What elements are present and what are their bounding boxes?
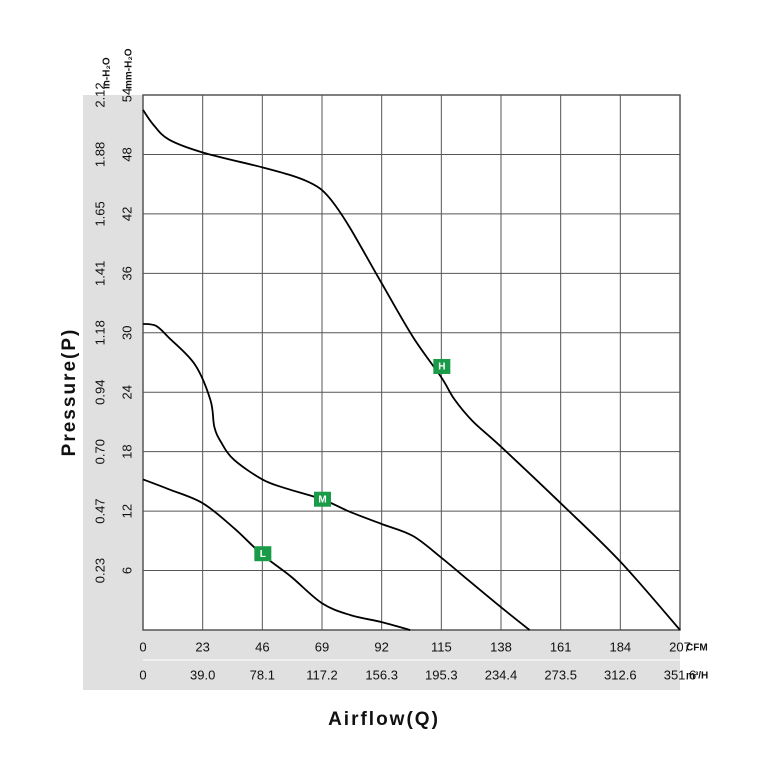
curve-m <box>142 322 531 631</box>
x-tick-label: 115 <box>431 639 452 654</box>
series-badge-text: M <box>318 494 326 505</box>
x-tick-label-secondary: 312.6 <box>604 667 637 682</box>
y-tick-label-secondary: 0.94 <box>92 380 107 405</box>
y-tick-label-secondary: 0.47 <box>92 498 107 523</box>
y-tick-label: 42 <box>119 207 134 221</box>
x-tick-label-secondary: 0 <box>139 667 146 682</box>
y-tick-label: 54 <box>119 88 134 102</box>
y-unit-secondary: in-H₂O <box>102 57 113 89</box>
y-tick-label: 48 <box>119 147 134 161</box>
curve-l <box>142 478 411 631</box>
series-badge <box>433 358 451 374</box>
x-tick-label-secondary: 273.5 <box>544 667 577 682</box>
axis-ticks: 0 0 23 39.0 46 78.1 69 117.2 92 156.3 115 195.3 138 2… <box>92 82 696 682</box>
y-tick-label: 24 <box>119 385 134 399</box>
x-tick-label: 184 <box>609 639 631 654</box>
series-badge <box>254 546 272 562</box>
x-tick-label-secondary: 195.3 <box>425 667 458 682</box>
y-unit-primary: mm-H₂O <box>124 48 135 89</box>
plot-border <box>142 94 681 631</box>
curve-h <box>142 109 681 631</box>
y-tick-label: 30 <box>119 326 134 340</box>
left-axis-band <box>83 95 143 690</box>
x-tick-label-secondary: 156.3 <box>365 667 398 682</box>
y-tick-label-secondary: 1.41 <box>92 261 107 286</box>
x-tick-label: 46 <box>255 639 269 654</box>
y-tick-label-secondary: 1.18 <box>92 320 107 345</box>
x-axis-title: Airflow(Q) <box>328 709 440 730</box>
y-tick-label-secondary: 1.88 <box>92 142 107 167</box>
y-tick-label-secondary: 2.12 <box>92 82 107 107</box>
performance-curves: H M L <box>142 109 681 631</box>
series-badge-text: H <box>438 362 445 373</box>
y-tick-label-secondary: 1.65 <box>92 201 107 226</box>
x-tick-label-secondary: 39.0 <box>190 667 215 682</box>
x-tick-label-secondary: 234.4 <box>485 667 518 682</box>
y-axis-title: Pressure(P) <box>59 328 80 457</box>
y-tick-label: 18 <box>119 444 134 458</box>
x-tick-label: 207 <box>669 639 691 654</box>
series-badge-text: L <box>260 549 266 560</box>
x-unit-secondary: m³/H <box>686 671 708 682</box>
y-tick-label: 6 <box>119 567 134 574</box>
series-label-m: M <box>314 491 331 507</box>
x-tick-label: 138 <box>490 639 512 654</box>
y-tick-label-secondary: 0.23 <box>92 558 107 583</box>
y-tick-label: 36 <box>119 266 134 280</box>
plot-area <box>143 95 680 630</box>
x-tick-label: 23 <box>195 639 209 654</box>
x-tick-label: 92 <box>374 639 388 654</box>
grid-lines <box>143 95 680 630</box>
series-badge <box>314 491 331 507</box>
x-tick-label-secondary: 78.1 <box>250 667 275 682</box>
x-tick-label-secondary: 351.6 <box>664 667 697 682</box>
y-tick-label: 12 <box>119 504 134 518</box>
x-tick-label: 161 <box>550 639 572 654</box>
x-tick-label: 0 <box>139 639 146 654</box>
x-tick-label: 69 <box>315 639 329 654</box>
series-label-h: H <box>433 358 451 374</box>
x-unit-primary: CFM <box>686 643 708 654</box>
y-tick-label-secondary: 0.70 <box>92 439 107 464</box>
series-label-l: L <box>254 546 272 562</box>
x-tick-label-secondary: 117.2 <box>306 667 338 682</box>
